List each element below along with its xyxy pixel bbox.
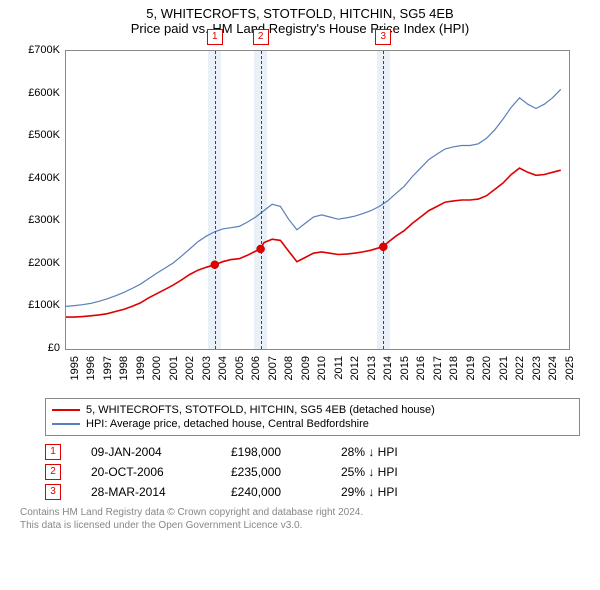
sale-marker-line xyxy=(215,51,216,349)
sale-marker-line xyxy=(383,51,384,349)
sales-table: 1 09-JAN-2004 £198,000 28% ↓ HPI 2 20-OCT-200… xyxy=(45,442,580,502)
x-axis-label: 2021 xyxy=(498,356,510,380)
x-axis-label: 2024 xyxy=(547,356,559,380)
legend-item: 5, WHITECROFTS, STOTFOLD, HITCHIN, SG5 4… xyxy=(52,403,573,417)
x-axis-label: 2007 xyxy=(267,356,279,380)
footer-attribution: Contains HM Land Registry data © Crown c… xyxy=(20,506,580,532)
x-axis-label: 2000 xyxy=(151,356,163,380)
footer-line-2: This data is licensed under the Open Gov… xyxy=(20,519,580,532)
sale-number: 1 xyxy=(45,444,61,460)
x-axis-label: 2008 xyxy=(283,356,295,380)
x-axis-label: 1998 xyxy=(118,356,130,380)
sale-marker-flag: 3 xyxy=(375,29,391,45)
page: 5, WHITECROFTS, STOTFOLD, HITCHIN, SG5 4… xyxy=(0,0,600,590)
x-axis-label: 2017 xyxy=(432,356,444,380)
sale-marker-line xyxy=(261,51,262,349)
x-axis-label: 2009 xyxy=(300,356,312,380)
sale-row: 1 09-JAN-2004 £198,000 28% ↓ HPI xyxy=(45,442,580,462)
legend: 5, WHITECROFTS, STOTFOLD, HITCHIN, SG5 4… xyxy=(45,398,580,436)
x-axis-label: 2010 xyxy=(316,356,328,380)
x-axis-label: 2015 xyxy=(399,356,411,380)
x-axis-label: 2020 xyxy=(481,356,493,380)
legend-label: 5, WHITECROFTS, STOTFOLD, HITCHIN, SG5 4… xyxy=(86,404,435,416)
x-axis-label: 2004 xyxy=(217,356,229,380)
sale-number: 2 xyxy=(45,464,61,480)
sale-date: 20-OCT-2006 xyxy=(91,465,201,479)
x-axis-label: 1999 xyxy=(135,356,147,380)
legend-item: HPI: Average price, detached house, Cent… xyxy=(52,417,573,431)
x-axis-label: 2002 xyxy=(184,356,196,380)
x-axis-label: 2005 xyxy=(234,356,246,380)
x-axis-label: 2019 xyxy=(465,356,477,380)
x-axis-label: 2025 xyxy=(564,356,576,380)
sale-date: 28-MAR-2014 xyxy=(91,485,201,499)
x-axis-label: 2013 xyxy=(366,356,378,380)
x-axis-label: 2016 xyxy=(415,356,427,380)
x-axis-label: 2023 xyxy=(531,356,543,380)
legend-swatch xyxy=(52,409,80,411)
x-axis-label: 2012 xyxy=(349,356,361,380)
x-axis-label: 2018 xyxy=(448,356,460,380)
sale-row: 2 20-OCT-2006 £235,000 25% ↓ HPI xyxy=(45,462,580,482)
y-axis-label: £300K xyxy=(28,214,60,226)
footer-line-1: Contains HM Land Registry data © Crown c… xyxy=(20,506,580,519)
x-axis-label: 1996 xyxy=(85,356,97,380)
plot-area: 123 xyxy=(65,50,570,350)
sale-marker-flag: 1 xyxy=(207,29,223,45)
y-axis-label: £0 xyxy=(48,342,60,354)
y-axis-label: £400K xyxy=(28,172,60,184)
chart-title: 5, WHITECROFTS, STOTFOLD, HITCHIN, SG5 4… xyxy=(0,0,600,21)
legend-swatch xyxy=(52,423,80,425)
sale-date: 09-JAN-2004 xyxy=(91,445,201,459)
x-axis-label: 2022 xyxy=(514,356,526,380)
y-axis-label: £700K xyxy=(28,44,60,56)
x-axis-label: 2014 xyxy=(382,356,394,380)
y-axis-label: £500K xyxy=(28,129,60,141)
sale-delta: 25% ↓ HPI xyxy=(341,465,441,479)
series-line-property xyxy=(66,168,561,317)
y-axis-label: £100K xyxy=(28,299,60,311)
y-axis-label: £200K xyxy=(28,257,60,269)
chart-subtitle: Price paid vs. HM Land Registry's House … xyxy=(0,21,600,40)
x-axis-label: 2003 xyxy=(201,356,213,380)
sale-price: £198,000 xyxy=(231,445,311,459)
x-axis-label: 1995 xyxy=(69,356,81,380)
sale-row: 3 28-MAR-2014 £240,000 29% ↓ HPI xyxy=(45,482,580,502)
chart-svg xyxy=(66,51,569,349)
x-axis-label: 2006 xyxy=(250,356,262,380)
legend-label: HPI: Average price, detached house, Cent… xyxy=(86,418,369,430)
series-line-hpi xyxy=(66,89,561,306)
sale-number: 3 xyxy=(45,484,61,500)
sale-price: £235,000 xyxy=(231,465,311,479)
sale-delta: 28% ↓ HPI xyxy=(341,445,441,459)
x-axis-label: 2011 xyxy=(333,356,345,380)
sale-marker-flag: 2 xyxy=(253,29,269,45)
y-axis-label: £600K xyxy=(28,87,60,99)
x-axis-label: 1997 xyxy=(102,356,114,380)
sale-price: £240,000 xyxy=(231,485,311,499)
x-axis-label: 2001 xyxy=(168,356,180,380)
sale-delta: 29% ↓ HPI xyxy=(341,485,441,499)
chart-area: 123 £0 £100K £200K £300K £400K £500K £600K £700… xyxy=(20,40,580,390)
